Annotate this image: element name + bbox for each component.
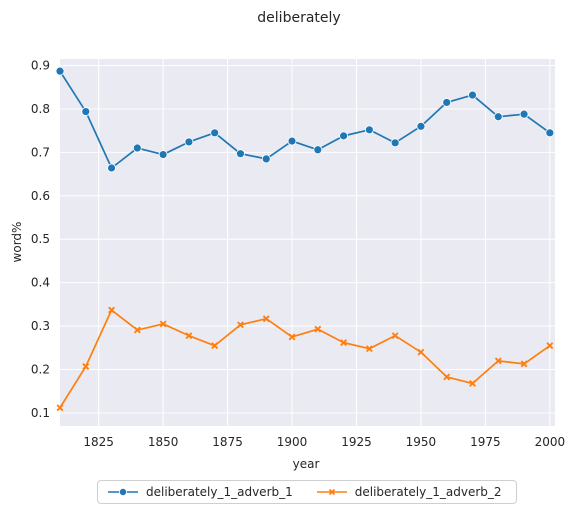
series-markers [55,66,555,412]
series-2-point [288,333,296,341]
y-tick-label: 0.9 [31,59,50,73]
series-2-point [417,348,425,356]
x-tick-labels: 1825 1850 1875 1900 1925 1950 1975 2000 [83,435,565,449]
y-tick-label: 0.1 [31,406,50,420]
series-2-point [520,360,528,368]
legend: deliberately_1_adverb_1 deliberately_1_a… [97,480,517,504]
series-1-point [493,112,503,122]
series-1-point [236,149,245,159]
legend-label-series-1: deliberately_1_adverb_1 [146,485,293,499]
series-1-point [468,90,477,100]
series-1-point [519,109,529,119]
series-2-point [82,363,90,370]
y-tick-label: 0.2 [31,363,50,377]
plot-area [60,59,555,426]
y-tick-label: 0.4 [31,276,50,290]
series-2-point [314,325,322,333]
series-2-point [494,357,502,365]
series-2-point [211,342,219,350]
y-tick-label: 0.8 [31,102,50,116]
series-2-point [262,315,270,323]
y-tick-label: 0.5 [31,232,50,246]
x-tick-label: 1925 [341,435,372,449]
series-1-point [339,131,348,141]
legend-item-series-1: deliberately_1_adverb_1 [108,485,293,499]
y-tick-label: 0.6 [31,189,50,203]
series-1-point [416,121,426,131]
series-2-point [56,404,64,412]
series-2-point [391,332,399,340]
series-1-point [107,163,116,173]
x-tick-label: 1900 [277,435,308,449]
y-tick-labels: 0.1 0.2 0.3 0.4 0.5 0.6 0.7 0.8 0.9 [31,59,50,420]
x-tick-label: 1950 [406,435,437,449]
series-2-point [546,342,554,350]
series-1-point [81,107,91,116]
series-1-point [132,143,142,153]
series-2-point [133,326,141,334]
series-1-point [313,145,323,155]
legend-item-series-2: deliberately_1_adverb_2 [316,485,502,499]
series-1-point [287,136,297,146]
x-tick-label: 2000 [535,435,566,449]
series-2-point [108,306,116,314]
legend-label-series-2: deliberately_1_adverb_2 [354,485,502,499]
series-1-point [210,128,220,138]
series-2-point [365,345,373,353]
series-2-point [340,339,348,347]
series-2-point [185,332,193,340]
y-tick-label: 0.7 [31,145,50,159]
x-tick-label: 1850 [148,435,179,449]
series-2-point [443,373,451,381]
series-1-point [184,137,194,147]
series-1-point [442,98,452,107]
series-line-2 [59,309,551,409]
series-1-point [545,128,555,138]
series-1-point [261,154,271,164]
x-tick-label: 1825 [83,435,114,449]
series-2-point [236,321,244,329]
y-tick-label: 0.3 [31,319,50,333]
series-2-point [469,379,476,387]
legend-swatch-x-icon [316,488,347,496]
series-2-point [159,320,167,328]
x-axis-label: year [293,457,320,471]
series-1-point [158,150,168,159]
series-1-point [390,138,400,148]
grid [60,59,555,426]
y-axis-label: word% [10,222,24,263]
series-1-point [55,66,65,76]
x-tick-label: 1975 [470,435,501,449]
legend-swatch-circle-icon [108,488,138,496]
series-line-1 [59,70,551,169]
series-lines [59,70,551,409]
x-tick-label: 1875 [212,435,243,449]
chart-title: deliberately [257,10,340,26]
series-1-point [364,125,374,135]
